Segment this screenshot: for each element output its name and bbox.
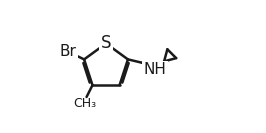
Text: NH: NH	[143, 62, 166, 77]
Text: CH₃: CH₃	[74, 97, 97, 110]
Text: S: S	[101, 34, 111, 52]
Text: Br: Br	[60, 44, 76, 59]
